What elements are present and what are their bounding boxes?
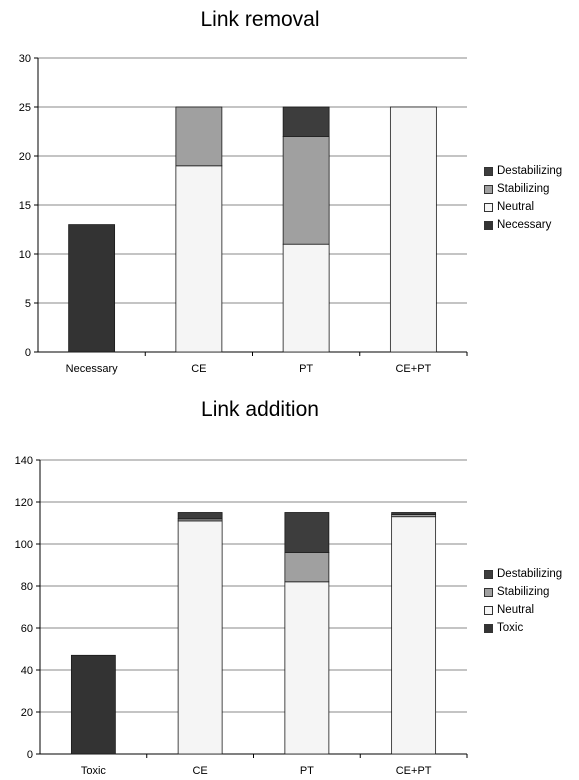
legend-swatch (484, 166, 493, 176)
y-tick-label: 10 (19, 249, 31, 261)
bar-segment (68, 224, 116, 353)
bar-segment (284, 551, 330, 583)
bar-segment (282, 243, 330, 353)
y-tick-label: 5 (25, 298, 31, 310)
legend-swatch (484, 587, 493, 597)
legend-item: Neutral (484, 601, 562, 619)
link-addition-chart: Link addition 0 20 40 60 80 100 120 140 Toxic CE P… (0, 390, 579, 780)
y-tick-label: 25 (19, 102, 31, 114)
y-tick-label: 30 (19, 53, 31, 65)
plot-area: 0 5 10 15 20 25 30 Necessary CE PT CE+PT (19, 53, 468, 375)
legend: Destabilizing Stabilizing Neutral Toxic (484, 565, 562, 637)
legend-label: Stabilizing (497, 586, 550, 598)
bar-segment (284, 512, 330, 553)
legend-item: Necessary (484, 216, 562, 234)
y-tick-label: 20 (21, 707, 33, 719)
legend-label: Destabilizing (497, 165, 563, 177)
y-tick-label: 40 (21, 665, 33, 677)
legend-swatch (484, 184, 493, 194)
link-removal-chart: Link removal 0 5 10 15 20 25 30 Necessary CE PT CE… (19, 8, 562, 375)
legend-item: Destabilizing (484, 565, 562, 583)
chart-title: Link addition (201, 398, 319, 421)
bar-segment (175, 106, 223, 167)
bar-segment (70, 654, 116, 755)
legend-item: Stabilizing (484, 583, 562, 601)
bar-segment (284, 581, 330, 755)
x-tick-label: CE (191, 363, 206, 375)
y-tick-label: 60 (21, 623, 33, 635)
legend-item: Destabilizing (484, 162, 562, 180)
legend-swatch (484, 623, 493, 633)
x-tick-label: PT (300, 765, 314, 777)
legend: Destabilizing Stabilizing Neutral Necessary (484, 162, 562, 234)
legend-swatch (484, 220, 493, 230)
x-tick-label: PT (299, 363, 313, 375)
x-tick-label: Necessary (66, 363, 118, 375)
legend-label: Toxic (497, 622, 524, 634)
legend-swatch (484, 569, 493, 579)
bar-segment (389, 106, 437, 353)
legend-item: Neutral (484, 198, 562, 216)
x-tick-label: CE+PT (396, 765, 432, 777)
bar-segment (177, 520, 223, 755)
bar-segment (282, 106, 330, 137)
y-tick-label: 140 (15, 455, 33, 467)
y-tick-label: 80 (21, 581, 33, 593)
plot-area: 0 20 40 60 80 100 120 140 Toxic CE PT CE+PT (15, 455, 468, 777)
legend-label: Neutral (497, 201, 535, 213)
legend-item: Toxic (484, 619, 562, 637)
y-tick-label: 0 (27, 749, 33, 761)
x-tick-label: Toxic (81, 765, 107, 777)
bar-segment (175, 165, 223, 353)
bar-segment (391, 512, 437, 515)
bar-segment (177, 512, 223, 520)
legend-label: Stabilizing (497, 183, 550, 195)
bar-segment (391, 516, 437, 755)
y-tick-label: 20 (19, 151, 31, 163)
legend-label: Neutral (497, 604, 535, 616)
y-tick-label: 15 (19, 200, 31, 212)
bar-segment (282, 135, 330, 245)
x-tick-label: CE (192, 765, 207, 777)
legend-label: Destabilizing (497, 568, 563, 580)
legend-item: Stabilizing (484, 180, 562, 198)
legend-swatch (484, 605, 493, 615)
y-tick-label: 120 (15, 497, 33, 509)
y-tick-label: 100 (15, 539, 33, 551)
legend-label: Necessary (497, 219, 552, 231)
x-tick-label: CE+PT (395, 363, 431, 375)
chart-title: Link removal (200, 8, 320, 31)
y-tick-label: 0 (25, 347, 31, 359)
legend-swatch (484, 202, 493, 212)
